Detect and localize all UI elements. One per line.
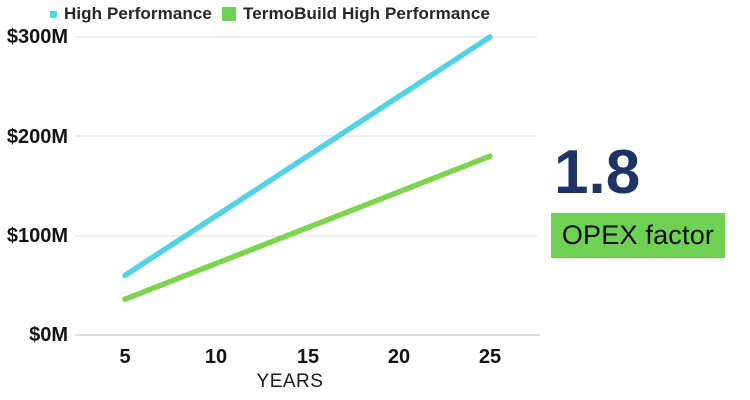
y-tick-0m: $0M [29,324,68,346]
y-tick-200m: $200M [6,126,68,148]
opex-factor-badge: OPEX factor [551,213,725,258]
termobuild-swatch-icon [221,7,236,21]
x-tick-15: 15 [296,346,320,368]
legend-item-termobuild: TermoBuild High Performance [221,4,491,24]
x-tick-5: 5 [119,346,131,368]
x-tick-20: 20 [387,346,411,368]
legend-label-termobuild: TermoBuild High Performance [242,4,491,23]
gridlines [75,36,540,336]
x-tick-10: 10 [204,346,228,368]
y-tick-100m: $100M [6,225,68,247]
high-performance-swatch-icon [49,10,57,18]
y-tick-300m: $300M [6,26,68,48]
plot-svg [75,34,540,336]
chart-legend: High Performance TermoBuild High Perform… [0,4,540,24]
opex-line-chart: High Performance TermoBuild High Perform… [0,4,540,392]
x-tick-25: 25 [478,346,502,368]
legend-item-high-performance: High Performance [49,4,212,24]
high-performance-line [122,34,493,279]
opex-factor-panel: 1.8 OPEX factor [540,0,750,400]
x-axis-title: YEARS [256,371,324,392]
termobuild-line [122,153,493,302]
opex-factor-value: 1.8 [554,138,641,207]
opex-factor-badge-label: OPEX factor [561,220,715,250]
legend-label-high-performance: High Performance [63,4,212,23]
